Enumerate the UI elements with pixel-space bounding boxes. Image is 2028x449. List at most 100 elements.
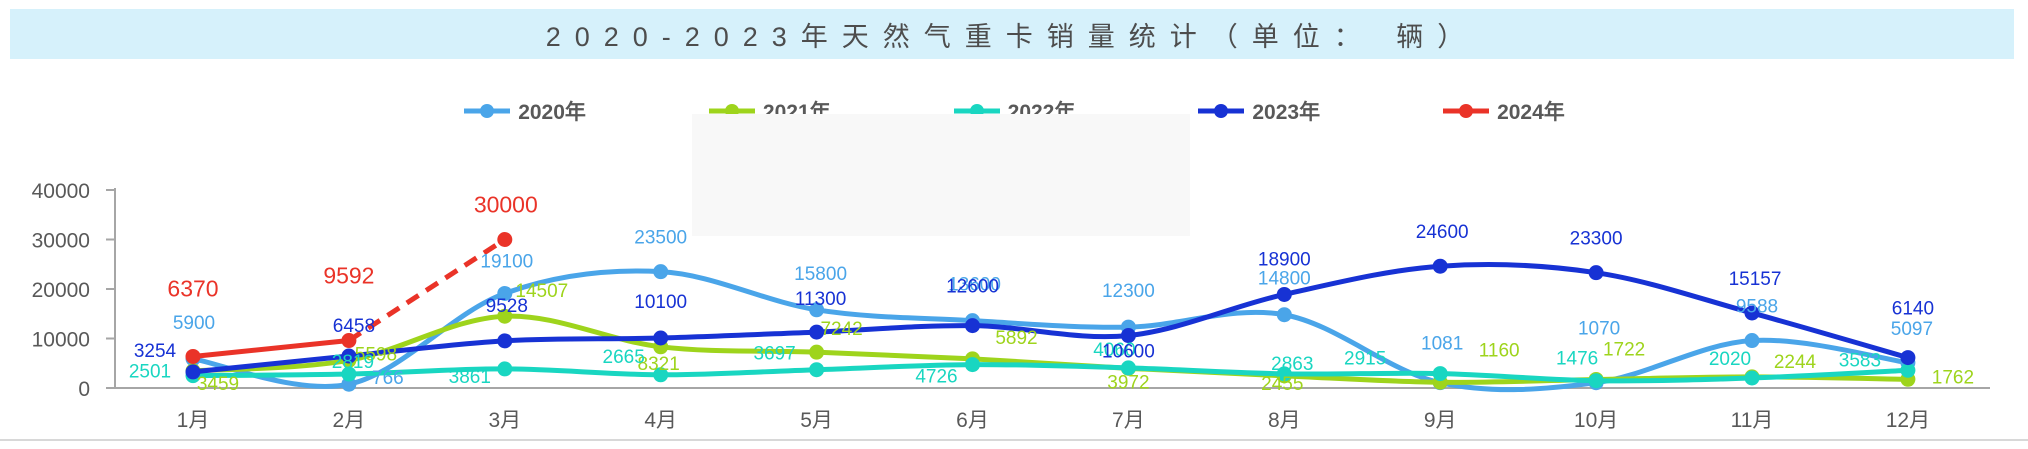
data-label: 14507 — [515, 281, 568, 302]
legend-item-2023年[interactable]: 2023年 — [1197, 96, 1320, 126]
data-label: 1081 — [1421, 334, 1463, 355]
data-point — [497, 308, 513, 324]
data-point — [1120, 360, 1136, 376]
data-label: 3861 — [449, 367, 491, 388]
data-point — [1744, 333, 1760, 349]
labels-2024年: 6370 9592 30000 — [167, 192, 537, 302]
y-tick-label: 20000 — [32, 279, 90, 302]
labels-2023年: 3254 6458 9528 10100 11300 12600 10600 18900 246… — [134, 222, 1934, 362]
data-label: 2819 — [332, 352, 374, 373]
data-point — [1276, 286, 1292, 302]
data-label: 1476 — [1556, 349, 1598, 370]
data-label: 2665 — [603, 347, 645, 368]
data-point — [809, 324, 825, 340]
y-tick-label: 10000 — [32, 329, 90, 352]
data-point — [653, 330, 669, 346]
data-point — [1900, 350, 1916, 366]
data-point — [497, 285, 513, 301]
data-label: 7242 — [820, 319, 862, 340]
labels-2021年: 3459 5598 14507 8321 7242 5892 3972 2455 1160 172… — [197, 281, 1974, 395]
data-label: 2501 — [129, 362, 171, 383]
series-line — [192, 262, 1909, 375]
data-label: 1762 — [1932, 367, 1974, 388]
data-point — [1276, 307, 1292, 323]
data-label: 3972 — [1107, 372, 1149, 393]
data-label: 2020 — [1709, 349, 1751, 370]
data-point — [1900, 362, 1916, 378]
series-line-solid — [192, 338, 350, 359]
data-label: 2455 — [1261, 374, 1303, 395]
x-tick-label: 3月 — [488, 409, 521, 432]
series-line-forecast — [347, 237, 507, 343]
series-2023年 — [185, 258, 1916, 380]
data-label: 1722 — [1603, 339, 1645, 360]
legend-label: 2024年 — [1497, 101, 1565, 124]
data-label: 8321 — [638, 354, 680, 375]
legend-marker-icon — [464, 104, 511, 118]
data-label: 9592 — [323, 263, 374, 289]
data-label: 24600 — [1416, 222, 1469, 243]
data-label: 6370 — [167, 275, 218, 301]
legend-marker-icon — [1198, 104, 1245, 118]
data-point — [1744, 305, 1760, 321]
data-point — [1744, 370, 1760, 386]
data-label: 3254 — [134, 341, 177, 362]
data-label: 5892 — [995, 328, 1037, 349]
data-label: 766 — [372, 368, 404, 389]
data-point — [497, 361, 513, 377]
data-label: 3583 — [1839, 350, 1881, 371]
data-label: 5598 — [355, 344, 397, 365]
x-tick-label: 8月 — [1268, 409, 1301, 432]
data-label: 6140 — [1892, 299, 1934, 320]
series-2024年 — [185, 232, 513, 364]
data-point — [653, 367, 669, 383]
data-point — [965, 318, 980, 334]
data-label: 19100 — [480, 251, 533, 272]
x-tick-label: 12月 — [1886, 409, 1930, 432]
data-point — [1588, 373, 1604, 389]
series-line — [192, 362, 1909, 384]
data-label: 15800 — [794, 264, 847, 285]
x-tick-label: 1月 — [177, 409, 210, 432]
data-point — [497, 333, 513, 349]
data-label: 3697 — [753, 344, 795, 365]
data-point — [809, 302, 825, 318]
labels-2022年: 2501 2819 3861 2665 3697 4726 4060 2863 2915 1476… — [129, 340, 1881, 388]
axes: 0 10000 20000 30000 40000 1月 2月 3月 4月 5月 6月 7月 8月 9月 1… — [32, 180, 1990, 432]
data-label: 6458 — [333, 316, 375, 337]
series-2021年 — [185, 308, 1916, 390]
data-label: 23500 — [634, 228, 687, 249]
data-point — [1432, 366, 1448, 382]
data-point — [185, 364, 201, 380]
data-label: 2244 — [1774, 352, 1817, 373]
legend-label: 2020年 — [518, 101, 586, 124]
data-point — [341, 333, 357, 349]
data-label: 10600 — [1102, 342, 1155, 363]
title-bar: 2020-2023年天然气重卡销量统计（单位： 辆） — [10, 9, 2014, 59]
data-label: 13600 — [948, 275, 1001, 296]
chart-title: 2020-2023年天然气重卡销量统计（单位： 辆） — [545, 21, 1479, 52]
x-tick-label: 9月 — [1424, 409, 1457, 432]
data-label: 12300 — [1102, 281, 1155, 302]
data-label: 12600 — [946, 277, 999, 298]
data-point — [809, 362, 825, 378]
legend-item-2024年[interactable]: 2024年 — [1442, 96, 1565, 126]
data-point — [1432, 258, 1448, 274]
data-label: 11300 — [795, 289, 846, 310]
legend-label: 2023年 — [1252, 101, 1321, 124]
data-label: 30000 — [474, 192, 538, 218]
data-label: 23300 — [1570, 229, 1623, 250]
legend-item-2020年[interactable]: 2020年 — [463, 96, 586, 126]
legend-marker-icon — [1443, 104, 1490, 118]
x-tick-label: 5月 — [800, 409, 833, 432]
data-point — [653, 264, 669, 280]
data-point — [341, 348, 357, 364]
data-point — [1588, 265, 1604, 281]
y-tick-label: 30000 — [32, 230, 90, 253]
data-label: 4726 — [915, 367, 957, 388]
data-point — [1276, 366, 1292, 382]
data-label: 1070 — [1578, 319, 1620, 340]
data-point — [341, 366, 357, 382]
y-tick-label: 40000 — [32, 180, 90, 203]
